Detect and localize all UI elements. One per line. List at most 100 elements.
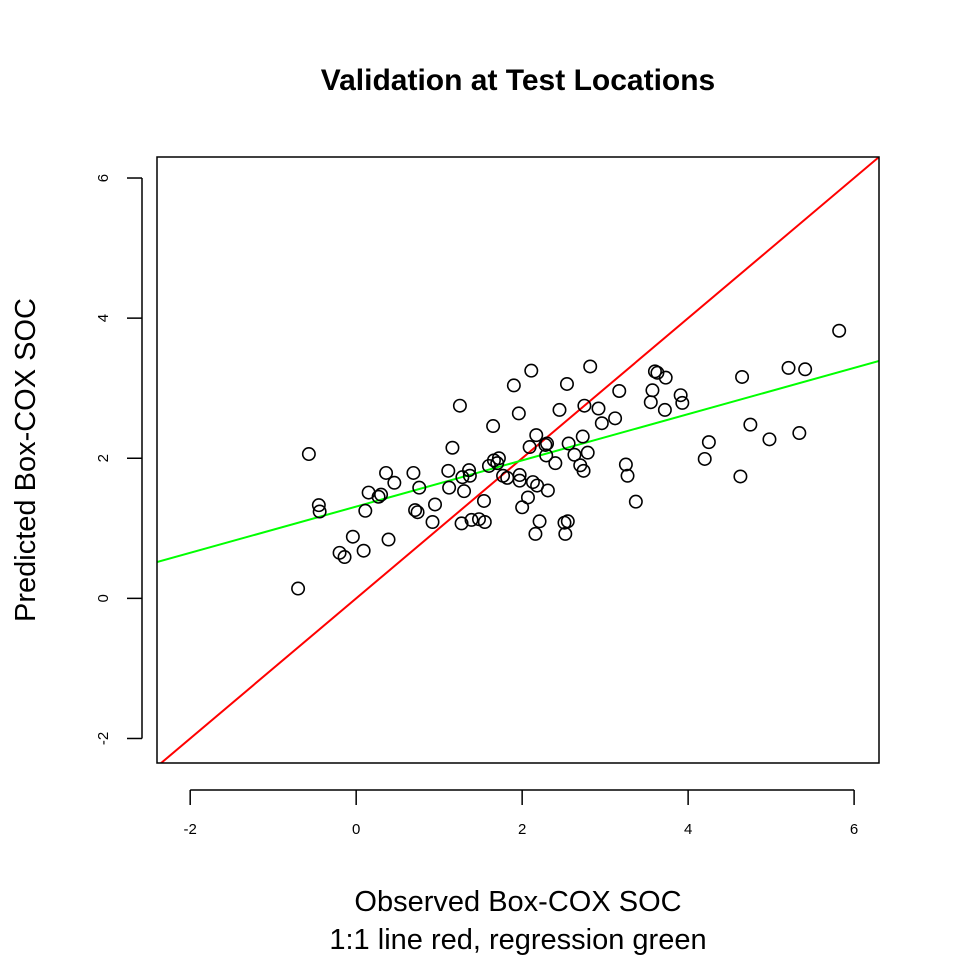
data-point bbox=[657, 402, 672, 417]
data-point bbox=[567, 447, 582, 462]
y-tick-label: 4 bbox=[95, 314, 112, 322]
data-point bbox=[345, 529, 360, 544]
data-point bbox=[645, 383, 660, 398]
data-point bbox=[540, 483, 555, 498]
data-point bbox=[561, 436, 576, 451]
data-point bbox=[675, 395, 690, 410]
data-point bbox=[408, 503, 423, 518]
data-point bbox=[312, 504, 327, 519]
data-point bbox=[291, 581, 306, 596]
data-point bbox=[524, 363, 539, 378]
data-point bbox=[477, 515, 492, 530]
data-point bbox=[559, 376, 574, 391]
data-point bbox=[612, 383, 627, 398]
data-point bbox=[538, 437, 553, 452]
data-point bbox=[576, 463, 591, 478]
data-point bbox=[476, 493, 491, 508]
data-point bbox=[428, 497, 443, 512]
x-tick-label: 4 bbox=[684, 821, 692, 838]
data-point bbox=[511, 406, 526, 421]
data-point bbox=[500, 470, 515, 485]
data-point bbox=[643, 395, 658, 410]
data-point bbox=[798, 362, 813, 377]
y-tick-label: 2 bbox=[95, 454, 112, 462]
data-point bbox=[733, 469, 748, 484]
data-point bbox=[425, 515, 440, 530]
x-axis-label: Observed Box-COX SOC bbox=[354, 886, 681, 918]
data-point bbox=[608, 411, 623, 426]
data-point bbox=[301, 447, 316, 462]
data-point bbox=[491, 451, 506, 466]
chart-title: Validation at Test Locations bbox=[321, 64, 716, 97]
data-point bbox=[560, 514, 575, 529]
data-point bbox=[442, 480, 457, 495]
data-point bbox=[832, 323, 847, 338]
data-point bbox=[583, 359, 598, 374]
data-point bbox=[701, 435, 716, 450]
x-tick-label: -2 bbox=[184, 821, 197, 838]
data-point bbox=[552, 402, 567, 417]
data-point bbox=[792, 426, 807, 441]
data-point bbox=[620, 468, 635, 483]
y-tick-label: -2 bbox=[95, 732, 112, 745]
y-tick-label: 0 bbox=[95, 594, 112, 602]
x-tick-label: 6 bbox=[850, 821, 858, 838]
data-point bbox=[762, 432, 777, 447]
x-axis-label-line2: 1:1 line red, regression green bbox=[329, 924, 706, 956]
fit-lines bbox=[157, 157, 879, 763]
data-point bbox=[454, 516, 469, 531]
data-point bbox=[580, 445, 595, 460]
regression-line bbox=[157, 359, 879, 564]
data-point bbox=[522, 440, 537, 455]
data-point bbox=[591, 401, 606, 416]
data-point bbox=[358, 503, 373, 518]
data-point bbox=[594, 416, 609, 431]
data-point bbox=[743, 417, 758, 432]
data-point bbox=[457, 484, 472, 499]
data-point bbox=[575, 429, 590, 444]
data-point bbox=[512, 468, 527, 483]
data-point bbox=[520, 490, 535, 505]
y-axis-label: Predicted Box-COX SOC bbox=[10, 298, 42, 622]
data-point bbox=[462, 468, 477, 483]
data-point bbox=[647, 364, 662, 379]
data-point bbox=[441, 463, 456, 478]
data-point bbox=[658, 370, 673, 385]
data-point bbox=[464, 512, 479, 527]
data-point bbox=[697, 451, 712, 466]
data-point bbox=[374, 487, 389, 502]
data-point bbox=[410, 505, 425, 520]
data-point bbox=[650, 365, 665, 380]
data-point bbox=[387, 475, 402, 490]
data-point bbox=[462, 463, 477, 478]
data-point bbox=[381, 532, 396, 547]
data-point bbox=[540, 436, 555, 451]
x-tick-label: 2 bbox=[518, 821, 526, 838]
data-point bbox=[512, 473, 527, 488]
data-point bbox=[548, 456, 563, 471]
data-point bbox=[528, 526, 543, 541]
x-tick-label: 0 bbox=[352, 821, 360, 838]
data-point bbox=[628, 494, 643, 509]
data-point bbox=[379, 465, 394, 480]
data-point bbox=[486, 419, 501, 434]
data-point bbox=[532, 514, 547, 529]
data-point bbox=[525, 475, 540, 490]
data-point bbox=[445, 440, 460, 455]
data-point bbox=[406, 465, 421, 480]
data-point bbox=[311, 498, 326, 513]
data-point bbox=[412, 480, 427, 495]
data-point bbox=[371, 489, 386, 504]
data-point bbox=[506, 378, 521, 393]
data-point bbox=[332, 545, 347, 560]
data-point bbox=[452, 398, 467, 413]
axes: -2 0 2 4 6 -2 0 2 4 6 bbox=[95, 174, 858, 838]
data-point bbox=[337, 550, 352, 565]
y-tick-label: 6 bbox=[95, 174, 112, 182]
data-points bbox=[291, 323, 847, 596]
data-point bbox=[577, 398, 592, 413]
data-point bbox=[529, 428, 544, 443]
data-point bbox=[781, 360, 796, 375]
data-point bbox=[673, 388, 688, 403]
